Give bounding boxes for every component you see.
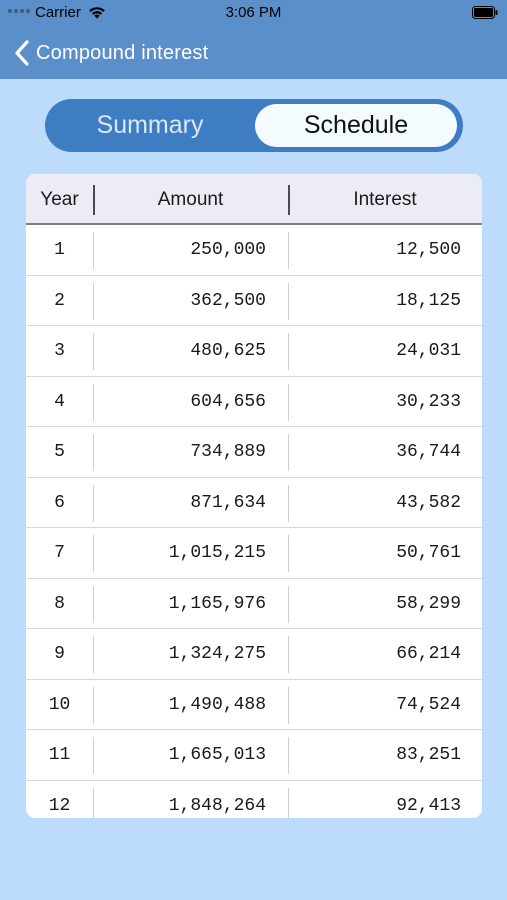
cell-year: 3 [54,341,65,361]
column-divider [93,636,94,673]
table-row: 6 871,634 43,582 [26,478,482,528]
cell-amount: 871,634 [190,492,266,513]
column-divider [288,585,289,623]
battery-icon [472,6,498,19]
header-amount: Amount [157,188,224,210]
cell-year: 4 [54,391,65,412]
cell-year: 2 [54,290,65,311]
table-header: Year Amount Interest [26,174,482,225]
table-body[interactable]: 1 250,000 12,500 2 362,500 18,125 3 480,625 24,0… [26,225,482,818]
cell-amount: 1,015,215 [168,543,266,563]
cell-interest: 66,214 [396,644,461,664]
cell-year: 6 [54,492,65,513]
cell-interest: 83,251 [396,745,461,765]
cell-interest: 74,524 [396,694,461,715]
header-year: Year [40,188,79,210]
cell-amount: 1,490,488 [168,694,266,715]
column-divider [93,484,94,522]
status-time: 3:06 PM [225,4,282,21]
column-divider [93,434,94,471]
cell-year: 1 [54,240,65,260]
cell-year: 11 [48,745,71,765]
chevron-left-icon [15,40,29,66]
column-divider [288,434,289,471]
schedule-table: Year Amount Interest 1 250,000 12,500 2 362,… [26,174,482,818]
cell-year: 5 [54,442,65,462]
cell-interest: 12,500 [396,240,461,260]
table-row: 9 1,324,275 66,214 [26,629,482,680]
segment-summary[interactable]: Summary [96,111,204,139]
table-row: 11 1,665,013 83,251 [26,730,482,781]
table-row: 2 362,500 18,125 [26,276,482,326]
column-divider [288,383,289,421]
column-divider [288,232,289,269]
cell-year: 9 [54,644,65,664]
cell-interest: 24,031 [396,341,461,361]
segment-schedule[interactable]: Schedule [255,104,457,147]
cell-year: 7 [54,543,65,563]
back-button[interactable]: Compound interest [14,38,208,68]
column-divider [93,232,94,269]
column-divider [288,484,289,522]
column-divider [93,535,94,572]
wifi-icon [89,7,105,19]
cell-interest: 43,582 [396,492,461,513]
cell-interest: 30,233 [396,391,461,412]
column-divider [93,383,94,421]
column-divider [93,282,94,320]
cell-amount: 362,500 [190,290,266,311]
cell-amount: 250,000 [190,240,266,260]
column-divider [93,787,94,818]
view-segmented-control: Summary Schedule [45,99,463,152]
cell-year: 12 [48,795,71,816]
column-divider [288,737,289,774]
table-row: 10 1,490,488 74,524 [26,680,482,730]
column-divider [93,333,94,370]
column-divider [288,282,289,320]
column-divider [288,787,289,818]
table-row: 8 1,165,976 58,299 [26,579,482,629]
status-bar: Carrier 3:06 PM [0,0,507,26]
header-divider [288,185,290,215]
cell-amount: 1,324,275 [168,644,266,664]
cell-amount: 1,665,013 [168,745,266,765]
cell-interest: 36,744 [396,442,461,462]
cell-interest: 58,299 [396,593,461,614]
table-row: 12 1,848,264 92,413 [26,781,482,818]
column-divider [288,333,289,370]
cell-amount: 1,165,976 [168,593,266,614]
cell-interest: 92,413 [396,795,461,816]
header-divider [93,185,95,215]
cell-interest: 50,761 [396,543,461,563]
header-interest: Interest [353,188,417,210]
column-divider [93,737,94,774]
column-divider [288,686,289,724]
column-divider [93,585,94,623]
column-divider [288,535,289,572]
table-row: 3 480,625 24,031 [26,326,482,377]
back-title: Compound interest [36,41,209,64]
table-row: 7 1,015,215 50,761 [26,528,482,579]
cell-year: 8 [54,593,65,614]
carrier-label: Carrier [35,4,81,21]
cell-amount: 604,656 [190,391,266,412]
column-divider [93,686,94,724]
cell-amount: 734,889 [190,442,266,462]
cell-interest: 18,125 [396,290,461,311]
cell-amount: 480,625 [190,341,266,361]
table-row: 1 250,000 12,500 [26,225,482,276]
navigation-bar: Carrier 3:06 PM Compound interest [0,0,507,79]
cell-year: 10 [48,694,71,715]
table-row: 5 734,889 36,744 [26,427,482,478]
table-row: 4 604,656 30,233 [26,377,482,427]
signal-dots-icon [8,9,30,13]
cell-amount: 1,848,264 [168,795,266,816]
column-divider [288,636,289,673]
